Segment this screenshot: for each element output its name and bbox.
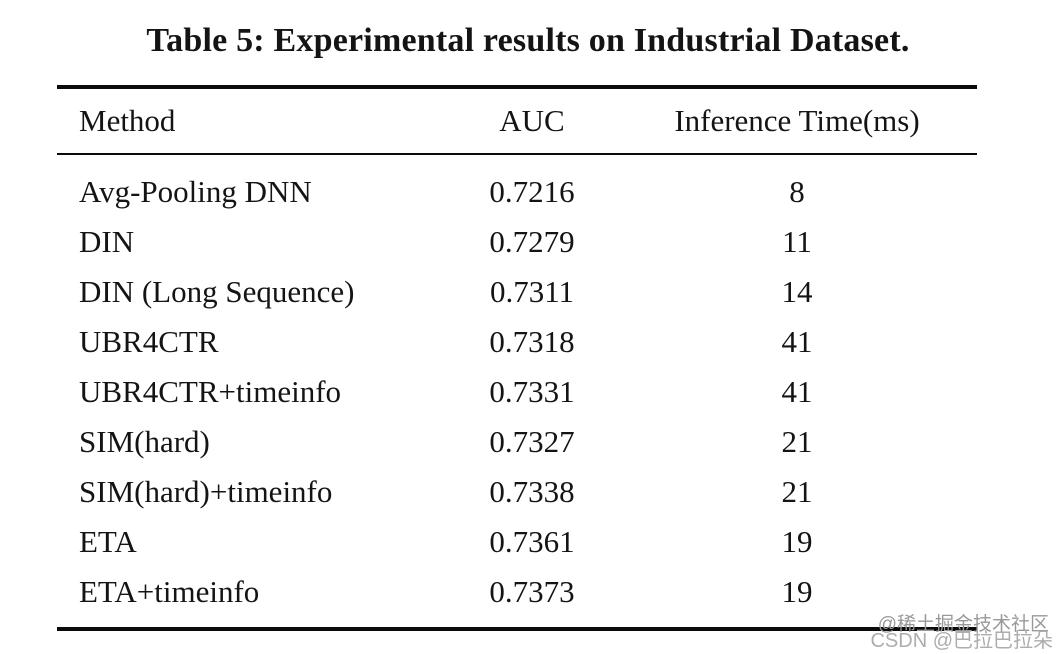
cell-auc: 0.7279 — [489, 224, 575, 259]
cell-time: 14 — [781, 274, 813, 309]
table-rule-bottom — [57, 627, 977, 631]
cell-auc: 0.7311 — [489, 274, 575, 309]
table-row: UBR4CTR+timeinfo 0.7331 41 — [57, 367, 977, 417]
cell-auc: 0.7338 — [489, 474, 575, 509]
cell-method: UBR4CTR+timeinfo — [79, 374, 342, 409]
cell-time: 21 — [781, 424, 813, 459]
cell-time: 11 — [782, 224, 812, 259]
table-row: SIM(hard)+timeinfo 0.7338 21 — [57, 467, 977, 517]
table-body: Avg-Pooling DNN 0.7216 8 DIN 0.7279 11 DIN (Lo… — [57, 155, 977, 627]
cell-auc: 0.7331 — [489, 374, 575, 409]
cell-method: SIM(hard)+timeinfo — [79, 474, 333, 509]
table-header-row: Method AUC Inference Time(ms) — [57, 89, 977, 153]
table-caption: Table 5: Experimental results on Industr… — [146, 22, 910, 59]
table-row: ETA+timeinfo 0.7373 19 — [57, 567, 977, 617]
table-row: DIN (Long Sequence) 0.7311 14 — [57, 267, 977, 317]
table-row: ETA 0.7361 19 — [57, 517, 977, 567]
cell-method: ETA+timeinfo — [79, 574, 260, 609]
table-row: UBR4CTR 0.7318 41 — [57, 317, 977, 367]
results-table: Method AUC Inference Time(ms) Avg-Poolin… — [57, 85, 977, 631]
cell-method: Avg-Pooling DNN — [79, 174, 312, 209]
table-row: DIN 0.7279 11 — [57, 217, 977, 267]
table-rule-top — [57, 85, 977, 89]
cell-time: 21 — [781, 474, 813, 509]
cell-time: 8 — [789, 174, 805, 209]
cell-time: 19 — [781, 524, 813, 559]
cell-method: UBR4CTR — [79, 324, 219, 359]
column-header-inference-time: Inference Time(ms) — [674, 103, 920, 138]
cell-auc: 0.7318 — [489, 324, 575, 359]
table-rule-header — [57, 153, 977, 155]
cell-method: ETA — [79, 524, 137, 559]
column-header-method: Method — [79, 103, 176, 138]
cell-auc: 0.7361 — [489, 524, 575, 559]
table-row: SIM(hard) 0.7327 21 — [57, 417, 977, 467]
cell-auc: 0.7373 — [489, 574, 575, 609]
cell-time: 19 — [781, 574, 813, 609]
cell-auc: 0.7327 — [489, 424, 575, 459]
cell-method: DIN — [79, 224, 135, 259]
table-row: Avg-Pooling DNN 0.7216 8 — [57, 167, 977, 217]
column-header-auc: AUC — [499, 103, 565, 138]
cell-method: SIM(hard) — [79, 424, 210, 459]
cell-time: 41 — [781, 374, 813, 409]
cell-time: 41 — [781, 324, 813, 359]
cell-method: DIN (Long Sequence) — [79, 274, 355, 309]
cell-auc: 0.7216 — [489, 174, 575, 209]
